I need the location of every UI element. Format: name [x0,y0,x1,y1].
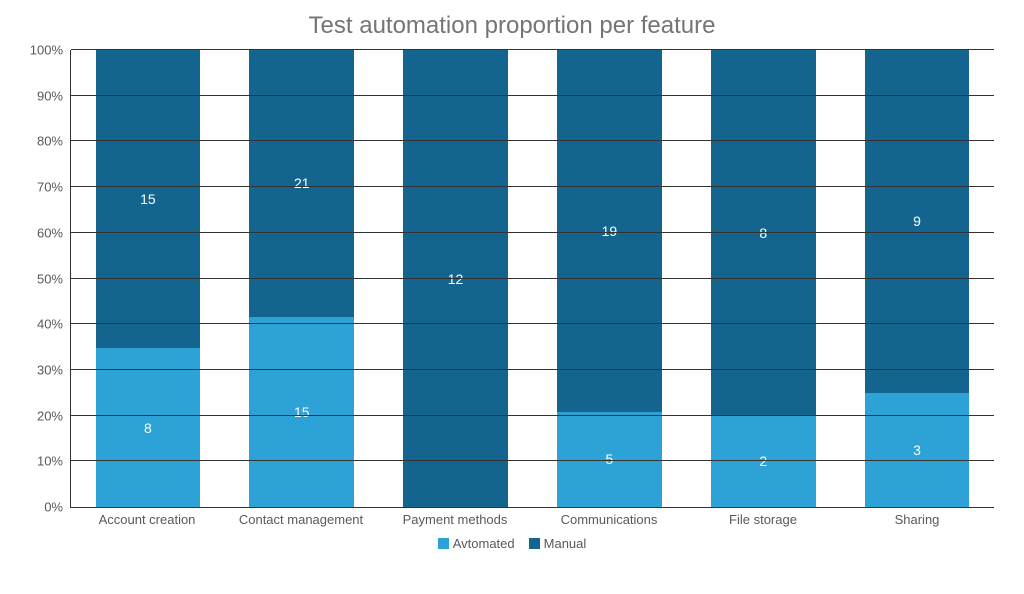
bar: 195 [557,50,662,507]
legend-item-manual: Manual [529,536,587,551]
bar: 21 15 [249,50,354,507]
bar-value-label: 15 [294,404,310,420]
bar-slot: 82 [686,50,840,507]
y-tick-label: 90% [37,88,71,103]
y-tick-label: 20% [37,408,71,423]
x-tick-label: Sharing [840,508,994,530]
gridline [71,49,994,50]
x-axis-labels: Account creationContact managementPaymen… [70,508,994,530]
x-tick-label: Communications [532,508,686,530]
gridline [71,323,994,324]
gridline [71,369,994,370]
gridline [71,415,994,416]
bar-segment-automated: 8 [96,348,201,507]
chart-title: Test automation proportion per feature [20,12,1004,40]
x-tick-label: Account creation [70,508,224,530]
bar-value-label: 9 [913,213,921,229]
bar-value-label: 21 [294,175,310,191]
bar-segment-manual: 12 [403,50,508,507]
legend-swatch-icon [529,538,540,549]
bar-segment-automated: 15 [249,317,354,507]
plot-wrap: 1582115121958293 0%10%20%30%40%50%60%70%… [70,50,994,530]
chart-container: Test automation proportion per feature 1… [0,0,1024,594]
y-tick-label: 30% [37,362,71,377]
gridline [71,232,994,233]
bar-segment-automated: 3 [865,393,970,507]
y-tick-label: 40% [37,317,71,332]
gridline [71,186,994,187]
chart-legend: Avtomated Manual [20,536,1004,551]
bar: 12 [403,50,508,507]
bar: 82 [711,50,816,507]
legend-label: Manual [544,536,587,551]
plot-area: 1582115121958293 0%10%20%30%40%50%60%70%… [70,50,994,508]
x-tick-label: Contact management [224,508,378,530]
legend-item-automated: Avtomated [438,536,515,551]
gridline [71,140,994,141]
gridline [71,278,994,279]
legend-swatch-icon [438,538,449,549]
x-tick-label: File storage [686,508,840,530]
bar-slot: 195 [532,50,686,507]
y-tick-label: 70% [37,180,71,195]
bar-slot: 12 [379,50,533,507]
bar-value-label: 3 [913,442,921,458]
y-tick-label: 0% [44,500,71,515]
bar-value-label: 12 [448,271,464,287]
y-tick-label: 80% [37,134,71,149]
bar-slot: 93 [840,50,994,507]
bar: 93 [865,50,970,507]
legend-label: Avtomated [453,536,515,551]
y-tick-label: 100% [30,43,71,58]
bars-row: 1582115121958293 [71,50,994,507]
gridline [71,95,994,96]
x-tick-label: Payment methods [378,508,532,530]
bar-slot: 21 15 [225,50,379,507]
y-tick-label: 60% [37,225,71,240]
gridline [71,460,994,461]
y-tick-label: 50% [37,271,71,286]
bar-value-label: 15 [140,191,156,207]
bar-slot: 15 8 [71,50,225,507]
bar: 15 8 [96,50,201,507]
y-tick-label: 10% [37,454,71,469]
bar-segment-manual: 9 [865,50,970,393]
bar-value-label: 8 [144,420,152,436]
